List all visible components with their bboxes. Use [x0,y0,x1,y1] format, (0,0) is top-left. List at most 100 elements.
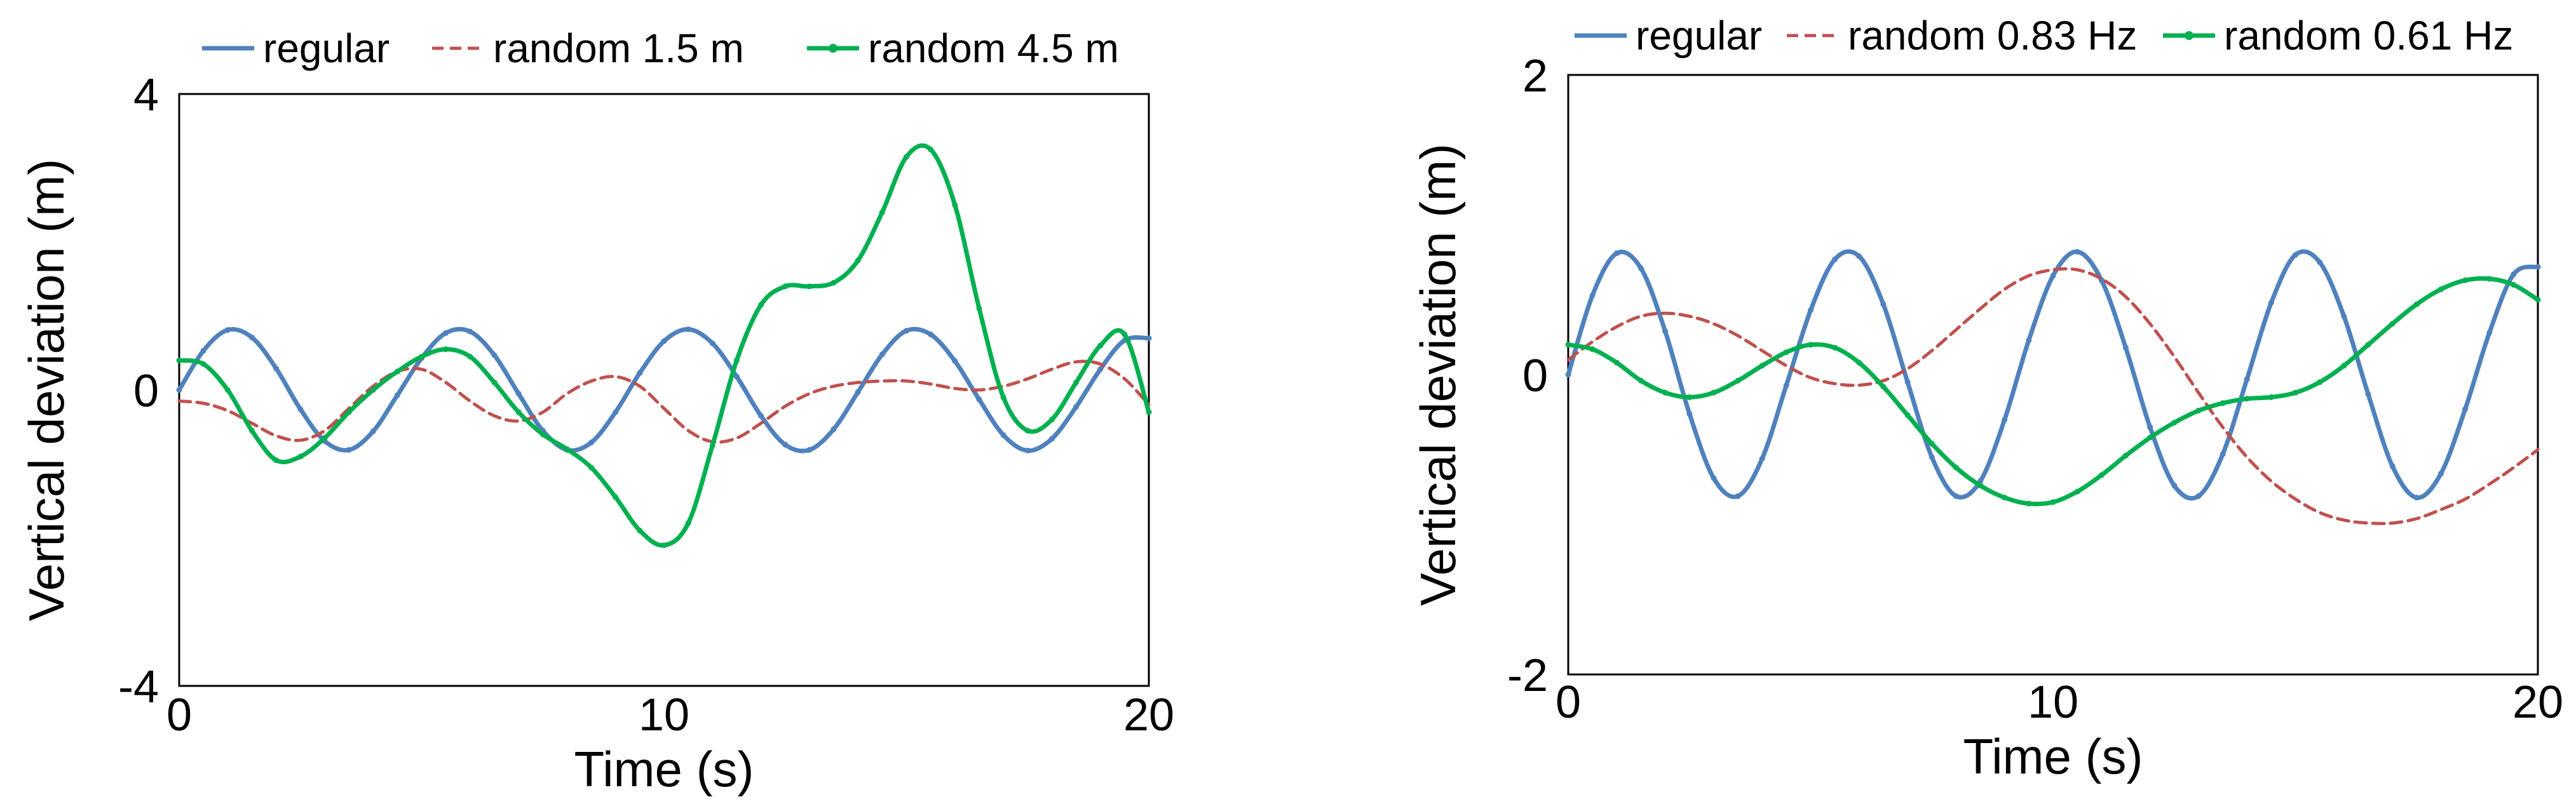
data-point-regular-right [2074,249,2080,255]
y-tick-label-right: 0 [1522,351,1548,401]
data-point-random-4-5-m-left [685,520,691,526]
data-point-regular-right [1686,410,1693,417]
data-point-regular-left [758,413,764,419]
data-point-random-0-61-hz-right [2535,297,2541,303]
legend-label-random-0-61-hz-right: random 0.61 Hz [2224,13,2513,58]
data-point-random-4-5-m-left [297,453,304,460]
data-point-random-0-61-hz-right [1929,441,1935,447]
data-point-regular-left [661,338,667,344]
data-point-regular-right [1613,250,1620,257]
data-point-regular-right [1759,455,1765,462]
data-point-regular-right [2389,463,2396,469]
y-tick-label-left: 4 [133,70,159,121]
data-point-random-4-5-m-left [224,387,231,393]
tick-labels-left: 0 10 20-404 [118,70,1174,741]
data-point-regular-right [1783,382,1789,388]
data-point-regular-left [879,351,885,358]
data-point-random-4-5-m-left [855,257,861,264]
data-point-regular-right [2050,272,2056,279]
series-line-random-0-83-hz-right [1566,267,2540,525]
data-point-random-4-5-m-left [733,357,740,363]
data-point-random-0-61-hz-right [1637,377,1644,384]
data-point-random-0-61-hz-right [1613,359,1620,366]
series-group-left [176,143,1152,549]
data-point-regular-right [2195,493,2202,499]
data-point-random-0-61-hz-right [1904,412,1911,419]
data-point-random-4-5-m-left [1146,409,1152,415]
data-point-regular-left [1048,436,1055,442]
x-tick-label-left: 20 [1123,690,1174,741]
data-point-random-4-5-m-left [248,427,255,434]
data-point-random-4-5-m-left [952,202,958,208]
data-point-random-0-61-hz-right [2317,379,2323,385]
series-line-random-1-5-m-left [177,359,1151,444]
data-point-random-0-61-hz-right [1662,389,1669,396]
data-point-regular-left [224,327,231,333]
data-point-regular-right [1929,454,1935,460]
data-point-random-4-5-m-left [806,283,813,290]
data-point-regular-left [443,330,449,336]
data-point-regular-left [855,389,861,395]
data-point-random-4-5-m-left [200,361,207,367]
data-point-regular-left [588,439,594,446]
data-point-random-4-5-m-left [491,379,498,385]
data-point-regular-left [297,406,304,412]
data-point-regular-right [1880,301,1887,307]
data-point-random-4-5-m-left [322,435,328,441]
x-tick-label-left: 0 [166,690,192,741]
legend-label-regular-right: regular [1636,13,1762,58]
data-point-regular-left [491,352,498,358]
legend-left: regular random 1.5 m random 4.5 m [202,25,1119,71]
data-point-regular-left [782,441,789,448]
data-point-random-0-61-hz-right [2195,408,2202,414]
data-point-regular-left [370,428,376,434]
data-point-regular-right [2171,483,2178,489]
data-point-random-4-5-m-left [1073,379,1079,385]
legend-label-random-0-83-hz-right: random 0.83 Hz [1848,13,2137,58]
data-point-random-4-5-m-left [709,442,715,448]
data-point-random-0-61-hz-right [1880,384,1887,390]
data-point-random-0-61-hz-right [2413,301,2420,307]
x-tick-label-right: 10 [2028,677,2078,728]
y-tick-label-right: 2 [1522,51,1548,102]
data-point-random-4-5-m-left [346,409,352,415]
data-point-regular-left [394,392,400,398]
data-point-regular-left [709,340,715,347]
data-point-regular-right [2147,424,2153,431]
data-point-random-0-61-hz-right [1759,363,1765,369]
data-point-regular-left [1097,366,1104,372]
data-point-random-0-61-hz-right [1735,377,1741,384]
data-point-regular-right [1953,493,1959,499]
data-point-random-4-5-m-left [176,357,182,363]
x-axis-label-left: Time (s) [574,741,754,797]
data-point-random-4-5-m-left [904,154,909,160]
data-point-random-4-5-m-left [1024,427,1031,434]
y-tick-label-right: -2 [1507,650,1548,701]
data-point-regular-left [685,326,691,332]
data-point-random-4-5-m-left [370,387,376,393]
data-point-regular-right [2317,259,2323,265]
data-point-random-4-5-m-left [539,431,546,438]
data-point-random-4-5-m-left [928,146,934,152]
data-point-random-0-61-hz-right [2002,495,2008,500]
data-point-regular-right [2535,264,2541,270]
data-point-random-4-5-m-left [443,346,449,352]
legend-label-regular-left: regular [263,25,390,71]
data-point-random-0-61-hz-right [2437,286,2444,292]
legend-marker-random-4-5-m-left [829,44,837,53]
data-point-random-0-61-hz-right [1832,345,1838,351]
data-point-regular-right [2511,271,2517,278]
data-point-regular-left [806,446,813,453]
data-point-random-0-61-hz-right [2486,276,2493,282]
data-point-random-0-61-hz-right [2147,434,2153,441]
data-point-regular-right [2002,417,2008,423]
legend-marker-random-0-61-hz-right [2185,31,2193,40]
data-point-regular-left [976,396,982,403]
data-point-regular-right [1565,372,1571,378]
legend-right: regular random 0.83 Hz random 0.61 Hz [1575,13,2513,58]
data-point-random-0-61-hz-right [1856,359,1862,366]
data-point-regular-right [1904,379,1911,385]
legend-label-random-4-5-m-left: random 4.5 m [868,25,1119,71]
data-point-random-4-5-m-left [661,542,667,549]
